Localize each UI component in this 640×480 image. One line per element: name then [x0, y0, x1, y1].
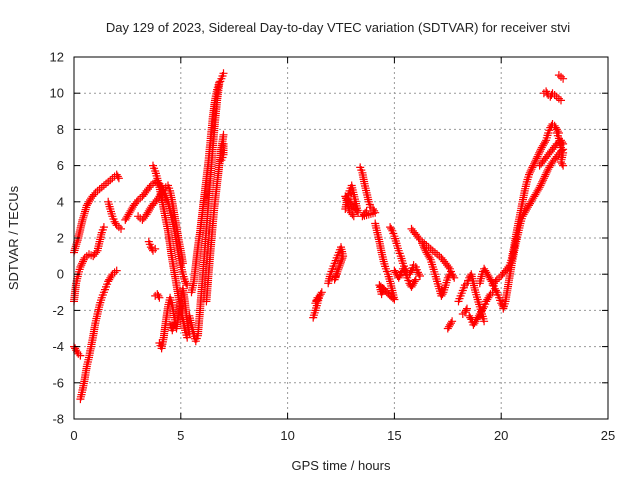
series-markers-s29	[465, 288, 497, 329]
series-s24	[407, 224, 459, 282]
series-markers-s16	[217, 139, 228, 165]
series-markers-s17	[309, 288, 326, 322]
y-tick-label-10: 12	[50, 50, 64, 65]
axis-ticks: 0 5 10 15 20 25 -8 -6 -4 -2 0 2 4 6 8 10 12	[50, 50, 616, 444]
series-s3	[70, 342, 85, 360]
x-tick-label-1: 5	[177, 428, 184, 443]
series-markers-s34	[552, 129, 568, 170]
series-markers-s22	[386, 223, 424, 280]
series-markers-s9	[144, 237, 160, 255]
series-markers-s32	[499, 145, 568, 313]
series-s25	[418, 239, 454, 300]
y-tick-label-5: 2	[57, 231, 64, 246]
x-tick-label-4: 20	[494, 428, 508, 443]
y-tick-label-8: 8	[57, 122, 64, 137]
series-s10	[151, 290, 164, 302]
series-markers-s10	[151, 290, 164, 302]
x-tick-label-0: 0	[70, 428, 77, 443]
chart-title: Day 129 of 2023, Sidereal Day-to-day VTE…	[106, 20, 570, 35]
series-markers-s15	[202, 130, 228, 306]
series-markers-s4	[76, 266, 121, 404]
x-tick-label-2: 10	[280, 428, 294, 443]
series-s5	[104, 197, 125, 233]
series-s18	[324, 243, 348, 288]
series-s4	[76, 266, 121, 404]
x-tick-label-5: 25	[601, 428, 615, 443]
y-tick-label-0: -8	[52, 412, 64, 427]
series-markers-s23	[390, 264, 420, 291]
series-s17	[309, 288, 326, 322]
y-tick-label-4: 0	[57, 267, 64, 282]
y-tick-label-6: 4	[57, 194, 64, 209]
y-tick-label-7: 6	[57, 158, 64, 173]
series-s32	[499, 145, 568, 313]
series-markers-s19	[341, 181, 363, 221]
series-s22	[386, 223, 424, 280]
series-markers-s20	[356, 163, 380, 221]
series-s9	[144, 237, 160, 255]
y-axis-label: SDTVAR / TECUs	[6, 185, 21, 290]
series-markers-s21	[371, 219, 399, 304]
series-s28	[458, 304, 471, 318]
series-markers-s3	[70, 342, 85, 360]
series-markers-s12	[166, 319, 179, 335]
series-s12	[166, 319, 179, 335]
y-tick-label-3: -2	[52, 303, 64, 318]
series-s36	[554, 71, 568, 83]
y-tick-label-1: -6	[52, 375, 64, 390]
series-markers-s25	[418, 239, 454, 300]
series-s19	[341, 181, 363, 221]
series-markers-s18	[324, 243, 348, 288]
series-s21	[371, 219, 399, 304]
series-s29	[465, 288, 497, 329]
y-tick-label-9: 10	[50, 86, 64, 101]
series-s14	[187, 78, 224, 297]
y-tick-label-2: -4	[52, 339, 64, 354]
series-s23	[390, 264, 420, 291]
data-points	[70, 69, 568, 404]
series-s20	[356, 163, 380, 221]
series-markers-s28	[458, 304, 471, 318]
grid-layer	[74, 57, 608, 419]
series-markers-s14	[187, 78, 224, 297]
series-s34	[552, 129, 568, 170]
series-markers-s36	[554, 71, 568, 83]
x-tick-label-3: 15	[387, 428, 401, 443]
series-s15	[202, 130, 228, 306]
series-s16	[217, 139, 228, 165]
series-markers-s5	[104, 197, 125, 233]
x-axis-label: GPS time / hours	[292, 458, 391, 473]
series-markers-s26	[443, 317, 457, 333]
series-s35	[539, 87, 565, 105]
series-markers-s24	[407, 224, 459, 282]
series-s26	[443, 317, 457, 333]
series-markers-s35	[539, 87, 565, 105]
